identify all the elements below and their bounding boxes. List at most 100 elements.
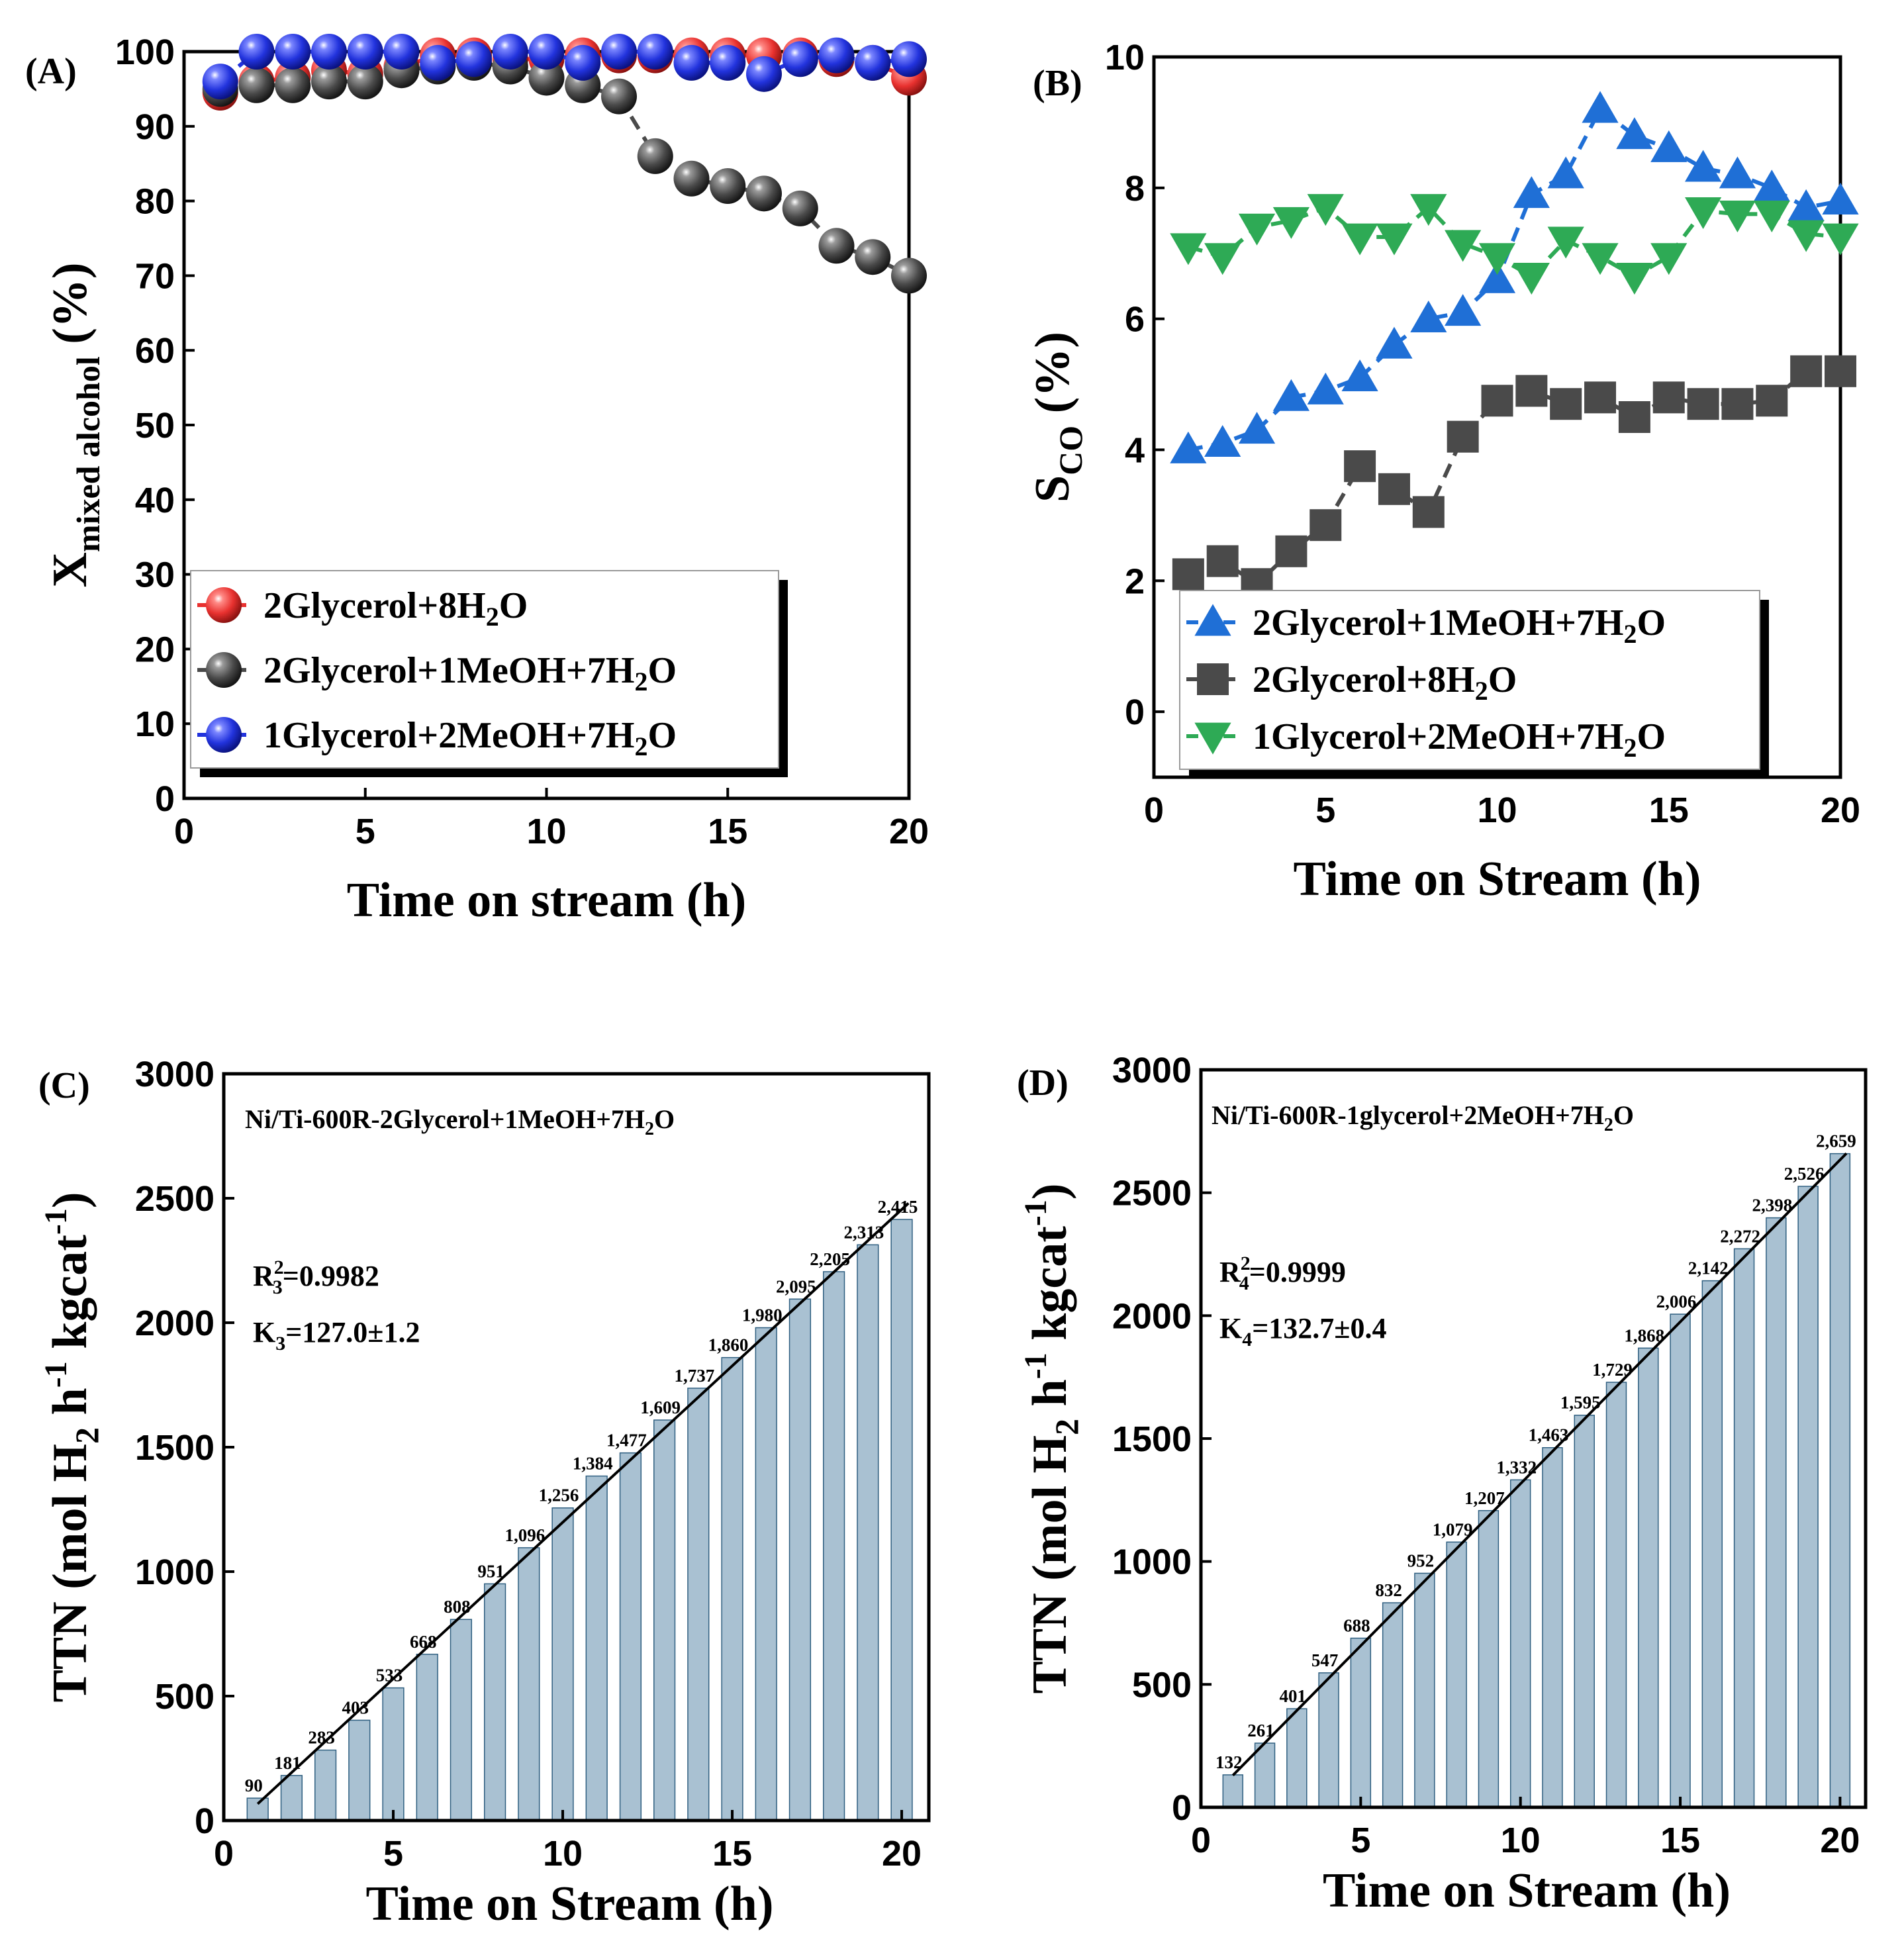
data-point — [456, 41, 492, 77]
data-point — [673, 160, 710, 197]
bar-value-label: 1,207 — [1464, 1488, 1505, 1508]
bar-value-label: 1,096 — [504, 1525, 545, 1545]
bar-value-label: 2,205 — [810, 1249, 850, 1269]
x-axis-title: Time on Stream (h) — [1294, 852, 1701, 906]
data-point — [1721, 388, 1754, 420]
y-axis-title: Xmixed alcohol (%) — [43, 262, 107, 587]
bar — [755, 1327, 777, 1821]
y-tick-label: 2500 — [135, 1179, 214, 1219]
data-point — [1687, 388, 1719, 420]
data-point — [1378, 473, 1410, 505]
bar-value-label: 1,079 — [1433, 1519, 1473, 1539]
data-point — [1410, 301, 1447, 333]
bar-value-label: 401 — [1280, 1686, 1307, 1706]
bar-value-label: 951 — [477, 1561, 504, 1581]
x-tick-label: 20 — [882, 1834, 922, 1874]
data-point — [782, 41, 818, 77]
x-tick-label: 15 — [712, 1834, 752, 1874]
data-point — [1309, 509, 1342, 542]
y-tick-label: 60 — [135, 331, 175, 371]
data-point — [1547, 156, 1584, 189]
series-0 — [1170, 91, 1859, 463]
y-tick-label: 1000 — [1112, 1542, 1192, 1582]
data-point — [601, 34, 637, 70]
data-point — [1376, 326, 1413, 359]
bar — [518, 1547, 540, 1821]
bar-value-label: 2,142 — [1688, 1258, 1729, 1278]
y-tick-label: 0 — [195, 1801, 214, 1841]
bar — [687, 1388, 710, 1821]
bar — [1382, 1602, 1404, 1808]
data-point — [1650, 130, 1688, 162]
y-tick-label: 30 — [135, 555, 175, 595]
y-tick-label: 3000 — [135, 1055, 214, 1094]
data-point — [1584, 381, 1617, 414]
data-point — [347, 34, 383, 70]
bar — [1414, 1572, 1435, 1808]
legend-label: 2Glycerol+8H2O — [263, 585, 528, 632]
bar — [1701, 1280, 1723, 1808]
rate-constant-label: K4=132.7±0.4 — [1219, 1312, 1386, 1351]
legend-box — [1179, 590, 1760, 770]
bar-value-label: 547 — [1311, 1650, 1339, 1670]
series-1 — [1172, 355, 1856, 600]
data-point — [1412, 496, 1445, 528]
data-point — [1513, 176, 1550, 209]
y-tick-label: 10 — [135, 704, 175, 744]
data-point — [601, 78, 637, 115]
bar — [450, 1619, 473, 1821]
data-point — [1206, 545, 1239, 577]
bar — [1286, 1708, 1308, 1808]
data-point — [1618, 401, 1650, 433]
data-point — [1478, 261, 1516, 293]
bar — [1542, 1447, 1563, 1808]
data-point — [1719, 156, 1756, 189]
bar-value-label: 832 — [1375, 1580, 1402, 1600]
inset-title: Ni/Ti-600R-2Glycerol+1MeOH+7H2O — [245, 1104, 675, 1139]
data-point — [1790, 355, 1823, 387]
data-point — [565, 44, 601, 81]
bar-value-label: 2,659 — [1816, 1131, 1856, 1151]
bar — [1222, 1774, 1243, 1808]
data-point — [1272, 207, 1309, 239]
y-tick-label: 500 — [1132, 1665, 1192, 1705]
bar — [348, 1719, 371, 1821]
legend-label: 2Glycerol+8H2O — [1253, 659, 1517, 706]
legend-label: 1Glycerol+2MeOH+7H2O — [263, 715, 677, 761]
data-point — [1481, 385, 1513, 417]
bar — [890, 1219, 913, 1821]
data-point — [528, 34, 565, 70]
data-point — [275, 67, 311, 103]
data-point — [818, 228, 855, 264]
bar — [483, 1583, 506, 1821]
bar — [1605, 1382, 1627, 1808]
y-tick-label: 90 — [135, 107, 175, 147]
data-point — [855, 239, 891, 275]
panel-label: (C) — [38, 1065, 90, 1106]
legend-marker — [1194, 604, 1231, 636]
data-point — [238, 67, 275, 103]
y-axis-title: SCO (%) — [1025, 332, 1089, 502]
bar-value-label: 1,477 — [606, 1431, 647, 1450]
bar — [314, 1749, 337, 1821]
panel-label: (D) — [1017, 1063, 1069, 1104]
data-point — [1238, 213, 1276, 246]
data-point — [637, 138, 673, 174]
y-tick-label: 1500 — [135, 1428, 214, 1468]
bar-value-label: 688 — [1343, 1616, 1370, 1636]
bar-value-label: 1,384 — [573, 1454, 613, 1474]
data-point — [1550, 388, 1582, 420]
y-tick-label: 10 — [1105, 38, 1145, 77]
data-point — [311, 64, 347, 100]
legend-label: 1Glycerol+2MeOH+7H2O — [1253, 716, 1666, 763]
panel-2: 901812834035336688089511,0961,2561,3841,… — [38, 1055, 931, 1931]
y-tick-label: 0 — [1172, 1788, 1192, 1828]
bar-value-label: 181 — [274, 1753, 301, 1773]
bar-value-label: 1,868 — [1624, 1325, 1664, 1345]
data-point — [1822, 183, 1859, 214]
y-tick-label: 100 — [115, 32, 175, 72]
data-point — [1275, 535, 1308, 567]
y-tick-label: 500 — [155, 1677, 214, 1717]
panel-3: 1322614015476888329521,0791,2071,3321,46… — [1017, 1051, 1868, 1918]
bar — [280, 1775, 303, 1821]
